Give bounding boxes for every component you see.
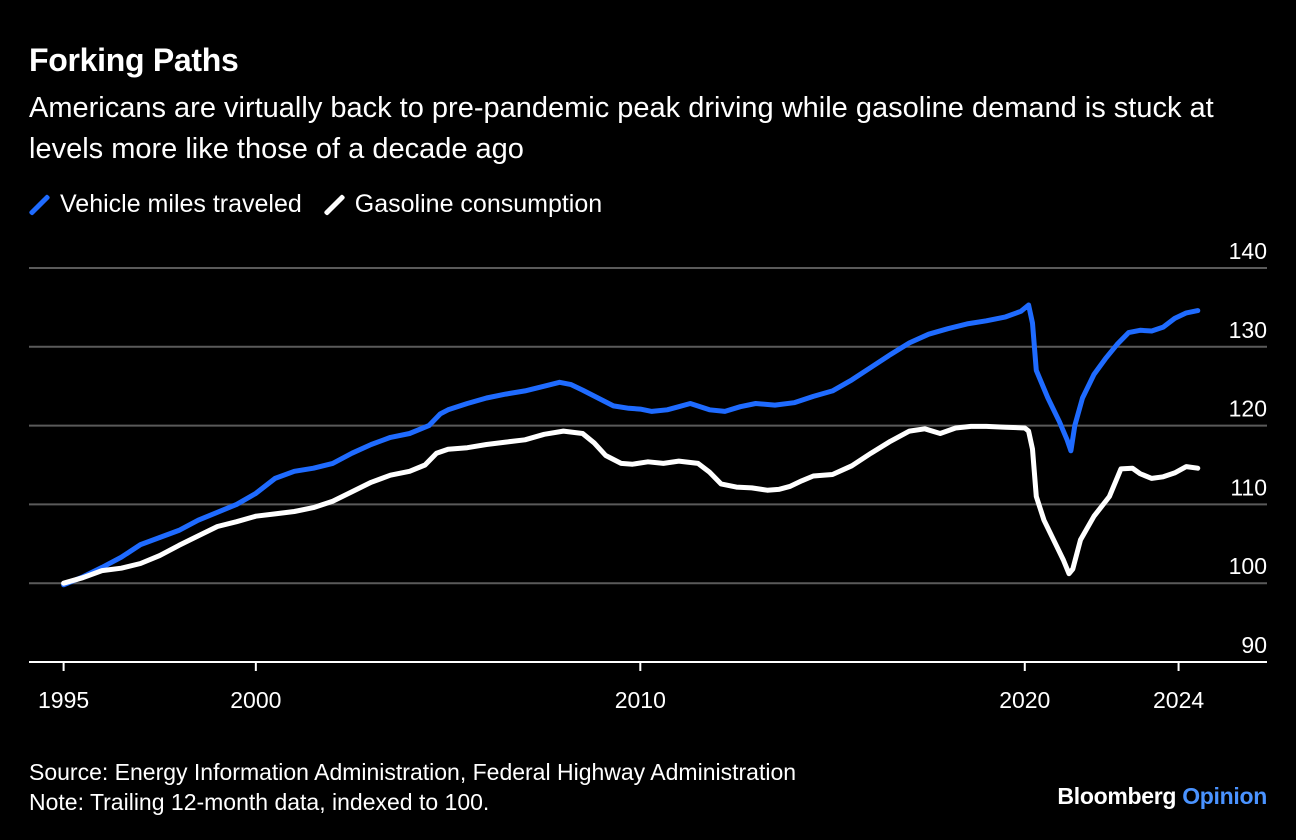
brand-section: Opinion <box>1182 783 1267 809</box>
y-tick-label-90: 90 <box>1241 632 1267 658</box>
chart-legend: Vehicle miles traveled Gasoline consumpt… <box>28 190 624 219</box>
data-note: Note: Trailing 12-month data, indexed to… <box>29 789 490 815</box>
chart-footer: Source: Energy Information Administratio… <box>29 757 796 817</box>
series-line-vehicle-miles <box>61 302 1201 588</box>
y-tick-label-140: 140 <box>1229 238 1267 264</box>
legend-label-gasoline: Gasoline consumption <box>354 190 603 218</box>
brand-name: Bloomberg <box>1057 783 1177 809</box>
y-tick-label-100: 100 <box>1229 553 1267 579</box>
legend-label-vehicle-miles: Vehicle miles traveled <box>60 190 302 218</box>
line-chart: 90 100 110 120 130 140 1995 2000 2010 2020 2024 <box>29 238 1267 713</box>
brand-logo: Bloomberg Opinion <box>1057 783 1267 810</box>
chart-title: Forking Paths <box>29 42 239 78</box>
x-tick-label-2020: 2020 <box>999 687 1050 713</box>
y-tick-label-130: 130 <box>1229 317 1267 343</box>
x-tick-label-2000: 2000 <box>230 687 281 713</box>
x-tick-label-1995: 1995 <box>38 687 89 713</box>
x-tick-label-2010: 2010 <box>615 687 666 713</box>
legend-item-gasoline: Gasoline consumption <box>323 190 603 219</box>
legend-item-vehicle-miles: Vehicle miles traveled <box>28 190 302 219</box>
legend-swatch-gasoline <box>323 193 346 216</box>
x-tick-label-2024: 2024 <box>1153 687 1204 713</box>
chart-subtitle: Americans are virtually back to pre-pand… <box>29 92 1214 165</box>
y-tick-label-110: 110 <box>1230 474 1267 500</box>
y-tick-label-120: 120 <box>1229 396 1267 422</box>
series-line-gasoline <box>61 423 1201 586</box>
legend-swatch-vehicle-miles <box>28 193 51 216</box>
source-note: Source: Energy Information Administratio… <box>29 759 797 785</box>
